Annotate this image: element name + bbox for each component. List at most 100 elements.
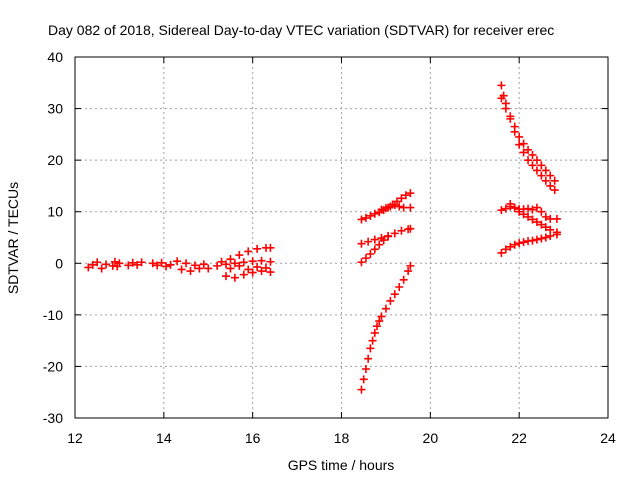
data-point	[88, 260, 97, 269]
data-point	[524, 145, 533, 154]
data-point	[253, 262, 262, 271]
data-point	[381, 204, 390, 213]
data-point	[506, 114, 515, 123]
data-point	[532, 156, 541, 165]
data-point	[364, 354, 373, 363]
data-point	[386, 202, 395, 211]
data-point	[173, 257, 182, 266]
data-point	[244, 265, 253, 274]
data-point	[501, 245, 510, 254]
y-axis-label: SDTVAR / TECUs	[5, 182, 21, 294]
y-tick-label: 10	[47, 204, 63, 220]
data-point	[541, 212, 550, 221]
data-point	[364, 237, 373, 246]
data-point	[148, 259, 157, 268]
data-point	[519, 238, 528, 247]
data-point	[515, 207, 524, 216]
data-point	[366, 211, 375, 220]
data-point	[532, 203, 541, 212]
data-point	[395, 283, 404, 292]
data-point	[361, 254, 370, 263]
data-point	[370, 209, 379, 218]
data-point	[528, 150, 537, 159]
data-point	[519, 139, 528, 148]
data-point	[226, 264, 235, 273]
data-point	[177, 265, 186, 274]
x-tick-label: 24	[600, 430, 616, 446]
data-point	[537, 207, 546, 216]
data-point	[373, 322, 382, 331]
data-point	[397, 226, 406, 235]
data-point	[532, 218, 541, 227]
data-point	[401, 191, 410, 200]
data-point	[153, 261, 162, 270]
data-point	[266, 268, 275, 277]
data-point	[97, 264, 106, 273]
x-tick-label: 14	[156, 430, 172, 446]
data-point	[370, 245, 379, 254]
data-point	[102, 260, 111, 269]
data-point	[541, 176, 550, 185]
data-point	[537, 171, 546, 180]
data-point	[546, 181, 555, 190]
data-point	[497, 81, 506, 90]
data-point	[541, 166, 550, 175]
data-point	[235, 261, 244, 270]
data-point	[528, 215, 537, 224]
x-tick-label: 20	[423, 430, 439, 446]
data-point	[357, 385, 366, 394]
data-point	[257, 267, 266, 276]
data-point	[230, 259, 239, 268]
data-point	[235, 251, 244, 260]
data-point	[390, 229, 399, 238]
data-point	[390, 290, 399, 299]
data-point	[248, 268, 257, 277]
data-point	[239, 270, 248, 279]
data-point	[359, 375, 368, 384]
data-point	[366, 250, 375, 259]
data-point	[190, 261, 199, 270]
x-tick-labels: 12 14 16 18 20 22 24	[67, 430, 616, 446]
data-point	[406, 203, 415, 212]
y-tick-label: -30	[43, 410, 63, 426]
data-point	[528, 205, 537, 214]
data-point	[510, 203, 519, 212]
data-point	[377, 312, 386, 321]
y-tick-label: 40	[47, 49, 63, 65]
data-point	[550, 176, 559, 185]
data-point	[397, 194, 406, 203]
data-point	[552, 230, 561, 239]
data-point	[528, 161, 537, 170]
data-point	[217, 257, 226, 266]
data-point	[124, 261, 133, 270]
data-point	[253, 244, 262, 253]
data-point	[261, 263, 270, 272]
x-tick-label: 22	[511, 430, 527, 446]
data-point	[501, 204, 510, 213]
data-point	[357, 239, 366, 248]
data-point	[506, 199, 515, 208]
x-tick-label: 16	[245, 430, 261, 446]
y-tick-label: 30	[47, 101, 63, 117]
data-point	[361, 213, 370, 222]
data-points	[84, 81, 561, 394]
data-point	[182, 259, 191, 268]
plot-frame	[74, 56, 609, 419]
y-tick-label: -20	[43, 358, 63, 374]
data-point	[381, 304, 390, 313]
y-tick-label: -10	[43, 307, 63, 323]
data-point	[510, 240, 519, 249]
data-point	[257, 256, 266, 265]
data-point	[510, 127, 519, 136]
data-point	[537, 220, 546, 229]
grid-lines	[75, 57, 608, 418]
data-point	[375, 240, 384, 249]
data-point	[497, 248, 506, 257]
y-tick-labels: -30 -20 -10 0 10 20 30 40	[43, 49, 63, 426]
x-tick-label: 18	[334, 430, 350, 446]
data-point	[230, 273, 239, 282]
data-point	[361, 365, 370, 374]
data-point	[186, 267, 195, 276]
data-point	[195, 264, 204, 273]
